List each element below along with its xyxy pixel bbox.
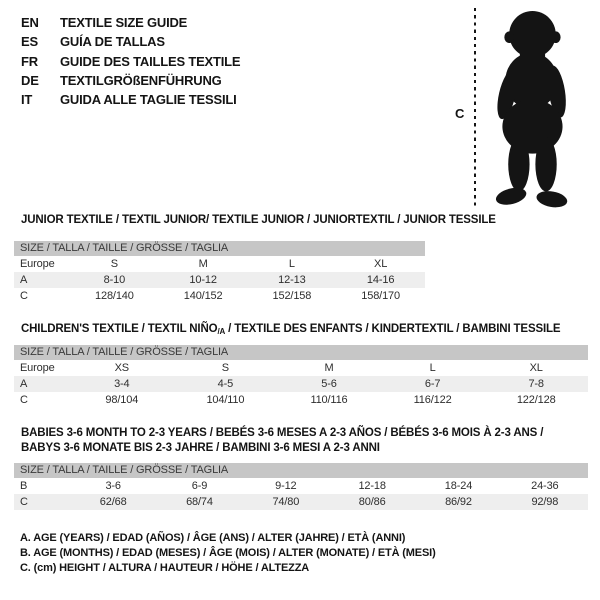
children-table-title: CHILDREN'S TEXTILE / TEXTIL NIÑO/A / TEX… — [21, 323, 561, 336]
row-label: B — [20, 480, 28, 492]
language-code: IT — [21, 92, 33, 108]
height-cell: 110/116 — [310, 394, 348, 406]
age-cell: 4-5 — [217, 378, 234, 390]
height-cell: 140/152 — [183, 290, 223, 302]
age-cell: 12-18 — [358, 480, 386, 492]
language-row-fr: FR GUIDE DES TAILLES TEXTILE — [21, 52, 241, 71]
title-line: BABIES 3-6 MONTH TO 2-3 YEARS / BEBÉS 3-… — [21, 427, 544, 439]
babies-table-title: BABIES 3-6 MONTH TO 2-3 YEARS / BEBÉS 3-… — [21, 426, 543, 456]
height-cell: 128/140 — [95, 290, 134, 302]
language-code: ES — [21, 34, 38, 50]
table-row-c: C 62/68 68/74 74/80 80/86 86/92 92/98 — [14, 494, 588, 510]
legend-footnotes: A. AGE (YEARS) / EDAD (AÑOS) / ÂGE (ANS)… — [20, 531, 436, 577]
guide-title: GUIDA ALLE TAGLIE TESSILI — [60, 92, 237, 108]
size-header-bar: SIZE / TALLA / TAILLE / GRÖSSE / TAGLIA — [14, 463, 588, 478]
table-row-europe: Europe XS S M L XL — [14, 360, 588, 376]
language-heading-list: EN TEXTILE SIZE GUIDE ES GUÍA DE TALLAS … — [21, 13, 241, 109]
height-cell: 74/80 — [272, 496, 300, 508]
age-cell: 6-9 — [191, 480, 208, 492]
age-cell: 8-10 — [103, 274, 126, 286]
babies-size-table: SIZE / TALLA / TAILLE / GRÖSSE / TAGLIA … — [14, 463, 588, 510]
language-code: DE — [21, 73, 39, 89]
language-code: FR — [21, 53, 38, 69]
footnote-a: A. AGE (YEARS) / EDAD (AÑOS) / ÂGE (ANS)… — [20, 532, 406, 544]
size-cell: L — [288, 258, 295, 270]
title-text: / TEXTILE DES ENFANTS / KINDERTEXTIL / B… — [225, 323, 561, 335]
age-cell: 10-12 — [189, 274, 217, 286]
height-cell: 116/122 — [413, 394, 452, 406]
height-cell: 86/92 — [445, 496, 472, 508]
table-row-b: B 3-6 6-9 9-12 12-18 18-24 24-36 — [14, 478, 588, 494]
table-row-a: A 3-4 4-5 5-6 6-7 7-8 — [14, 376, 588, 392]
size-header-bar: SIZE / TALLA / TAILLE / GRÖSSE / TAGLIA — [14, 241, 425, 256]
row-label: A — [20, 274, 28, 286]
height-cell: 62/68 — [99, 496, 127, 508]
junior-table-title: JUNIOR TEXTILE / TEXTIL JUNIOR/ TEXTILE … — [21, 214, 496, 226]
title-line: BABYS 3-6 MONATE BIS 2-3 JAHRE / BAMBINI… — [21, 442, 380, 454]
guide-title: GUIDE DES TAILLES TEXTILE — [60, 53, 241, 69]
height-cell: 104/110 — [206, 394, 245, 406]
guide-title: GUÍA DE TALLAS — [60, 34, 165, 50]
size-cell: L — [429, 362, 436, 374]
size-cell: M — [324, 362, 334, 374]
title-text: CHILDREN'S TEXTILE / TEXTIL NIÑO — [21, 323, 218, 335]
age-cell: 24-36 — [531, 480, 559, 492]
age-cell: 12-13 — [278, 274, 306, 286]
height-measure-dashed-line — [474, 8, 477, 209]
row-label: Europe — [20, 362, 55, 374]
age-cell: 3-4 — [114, 378, 130, 390]
footnote-c: C. (cm) HEIGHT / ALTURA / HAUTEUR / HÖHE… — [20, 562, 310, 575]
guide-title: TEXTILGRÖßENFÜHRUNG — [60, 73, 222, 89]
height-cell: 152/158 — [272, 290, 312, 302]
height-cell: 122/128 — [516, 394, 556, 406]
size-cell: S — [110, 258, 118, 270]
age-cell: 7-8 — [528, 378, 544, 390]
age-cell: 14-16 — [366, 274, 395, 286]
row-label: C — [20, 394, 28, 406]
height-cell: 158/170 — [361, 290, 400, 302]
height-cell: 80/86 — [358, 496, 386, 508]
size-cell: XL — [529, 362, 543, 374]
height-measure-label: C — [455, 106, 465, 121]
table-row-a: A 8-10 10-12 12-13 14-16 — [14, 272, 425, 288]
height-cell: 68/74 — [186, 496, 213, 508]
table-row-c: C 128/140 140/152 152/158 158/170 — [14, 288, 425, 304]
language-row-it: IT GUIDA ALLE TAGLIE TESSILI — [21, 90, 240, 109]
language-row-en: EN TEXTILE SIZE GUIDE — [21, 13, 240, 32]
height-cell: 98/104 — [105, 394, 139, 406]
size-cell: XL — [374, 258, 388, 270]
children-size-table: SIZE / TALLA / TAILLE / GRÖSSE / TAGLIA … — [14, 345, 588, 408]
age-cell: 6-7 — [424, 378, 441, 390]
junior-size-table: SIZE / TALLA / TAILLE / GRÖSSE / TAGLIA … — [14, 241, 425, 304]
toddler-silhouette-icon — [495, 11, 568, 208]
height-cell: 92/98 — [531, 496, 559, 508]
row-label: Europe — [20, 258, 55, 270]
footnote-b: B. AGE (MONTHS) / EDAD (MESES) / ÂGE (MO… — [20, 547, 436, 560]
size-cell: M — [198, 258, 208, 270]
language-row-de: DE TEXTILGRÖßENFÜHRUNG — [21, 71, 240, 90]
age-cell: 9-12 — [275, 480, 297, 492]
row-label: C — [20, 496, 28, 508]
size-cell: XS — [114, 362, 130, 374]
language-code: EN — [21, 15, 39, 31]
row-label: A — [20, 378, 28, 390]
language-row-es: ES GUÍA DE TALLAS — [21, 32, 240, 51]
age-cell: 18-24 — [444, 480, 473, 492]
guide-title: TEXTILE SIZE GUIDE — [60, 15, 188, 31]
size-header-bar: SIZE / TALLA / TAILLE / GRÖSSE / TAGLIA — [14, 345, 588, 360]
size-cell: S — [221, 362, 229, 374]
row-label: C — [20, 290, 28, 302]
table-row-europe: Europe S M L XL — [14, 256, 425, 272]
age-cell: 5-6 — [321, 378, 337, 390]
title-subscript: /A — [217, 327, 226, 336]
age-cell: 3-6 — [105, 480, 121, 492]
table-row-c: C 98/104 104/110 110/116 116/122 122/128 — [14, 392, 588, 408]
